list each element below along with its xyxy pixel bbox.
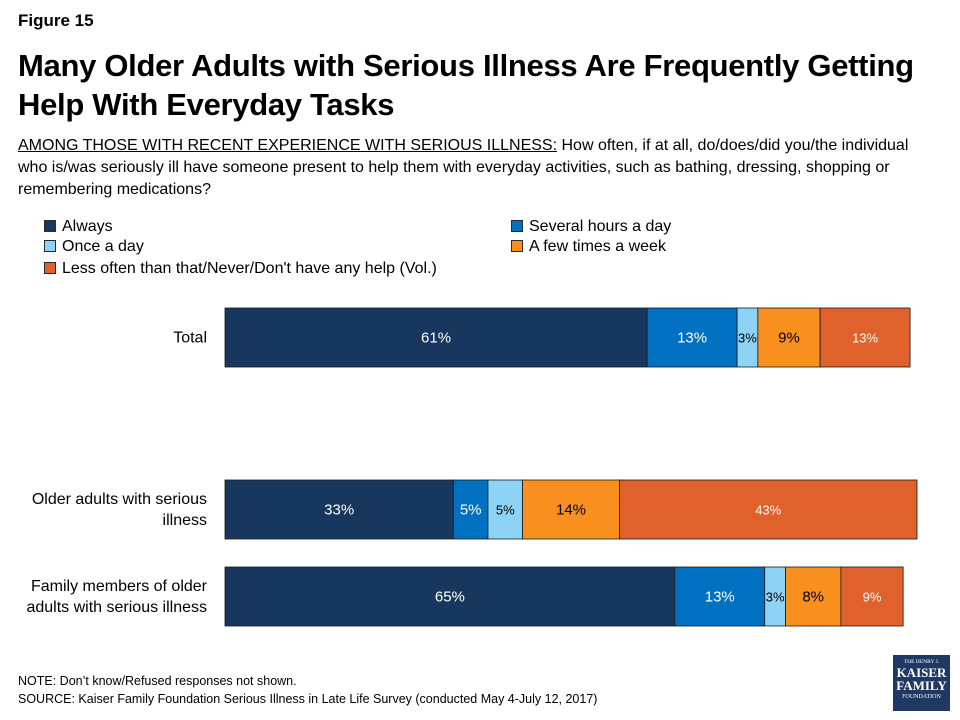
- bar-segment-few-times-week: [522, 479, 620, 540]
- bar-segment-less-often: [819, 307, 911, 368]
- legend-item-few-times-week: A few times a week: [511, 237, 666, 257]
- data-label: 9%: [863, 590, 882, 605]
- bar-segment-always: [224, 479, 454, 540]
- data-label: 65%: [435, 589, 465, 606]
- category-label: Older adults with serious illness: [32, 491, 207, 529]
- chart-subtitle: AMONG THOSE WITH RECENT EXPERIENCE WITH …: [18, 135, 923, 201]
- legend-label-always: Always: [62, 218, 113, 235]
- data-label: 5%: [460, 502, 482, 519]
- legend-swatch-several-hours: [511, 220, 523, 232]
- legend-swatch-once-a-day: [44, 240, 56, 252]
- chart-notes: NOTE: Don’t know/Refused responses not s…: [18, 672, 597, 708]
- bar-segment-always: [224, 307, 648, 368]
- bar-segment-less-often: [840, 566, 904, 627]
- category-label: Family members of older adults with serio…: [26, 578, 207, 616]
- source-text: SOURCE: Kaiser Family Foundation Serious…: [18, 692, 598, 706]
- bar-segment-once-a-day: [487, 479, 523, 540]
- legend-item-several-hours: Several hours a day: [511, 217, 671, 237]
- bar-segment-few-times-week: [757, 307, 821, 368]
- note-text: NOTE: Don’t know/Refused responses not s…: [18, 674, 297, 688]
- bar-segment-several-hours: [646, 307, 738, 368]
- bar-segment-several-hours: [452, 479, 489, 540]
- data-label: 33%: [324, 502, 354, 519]
- legend-swatch-less-often: [44, 262, 56, 274]
- subtitle-underlined: AMONG THOSE WITH RECENT EXPERIENCE WITH …: [18, 137, 558, 154]
- bar-segment-few-times-week: [785, 566, 842, 627]
- legend-label-once-a-day: Once a day: [62, 238, 144, 255]
- logo-line-1: THE HENRY J.: [903, 659, 940, 665]
- data-label: 3%: [738, 331, 757, 346]
- data-label: 13%: [677, 330, 707, 347]
- legend-item-always: Always: [44, 217, 113, 237]
- chart-title: Many Older Adults with Serious Illness A…: [18, 48, 914, 122]
- subtitle-text: How often, if at all, do/does/did you/th…: [18, 137, 909, 198]
- legend-label-several-hours: Several hours a day: [529, 218, 672, 235]
- logo-line-4: FOUNDATION: [902, 694, 941, 700]
- bar-segment-several-hours: [674, 566, 766, 627]
- logo-line-2: KAISER: [896, 665, 947, 680]
- data-label: 61%: [421, 330, 451, 347]
- category-label: Total: [173, 330, 207, 347]
- data-label: 8%: [802, 589, 824, 606]
- kff-logo: THE HENRY J. KAISER FAMILY FOUNDATION: [893, 655, 950, 711]
- logo-line-3: FAMILY: [896, 678, 947, 693]
- figure-label: Figure 15: [18, 11, 94, 30]
- legend-label-less-often: Less often than that/Never/Don't have an…: [62, 260, 437, 277]
- legend-item-once-a-day: Once a day: [44, 237, 144, 257]
- data-label: 9%: [778, 330, 800, 347]
- data-label: 43%: [755, 503, 781, 518]
- bar-segment-less-often: [619, 479, 918, 540]
- legend-label-few-times-week: A few times a week: [529, 238, 666, 255]
- legend-swatch-always: [44, 220, 56, 232]
- bar-segment-always: [224, 566, 676, 627]
- legend-item-less-often: Less often than that/Never/Don't have an…: [44, 259, 437, 279]
- data-label: 3%: [766, 590, 785, 605]
- data-label: 14%: [556, 502, 586, 519]
- stacked-bar-chart: Total 61% 13% 3% 9% 13% Older adults with seri…: [26, 307, 918, 627]
- legend-swatch-few-times-week: [511, 240, 523, 252]
- data-label: 13%: [705, 589, 735, 606]
- data-label: 5%: [496, 503, 515, 518]
- data-label: 13%: [852, 331, 878, 346]
